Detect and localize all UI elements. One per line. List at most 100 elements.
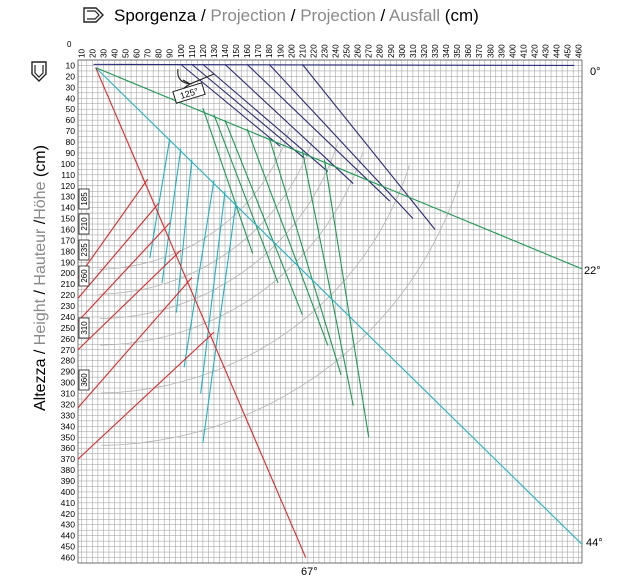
series-44-arm-line (183, 180, 215, 368)
x-tick-label: 120 (199, 44, 208, 58)
height-boxes: 185 210 235 260 310 360 (78, 188, 90, 391)
x-title-sep: / (286, 6, 300, 25)
y-tick-label: 430 (61, 520, 76, 530)
angle-marker: 125° (172, 68, 215, 104)
series-67-arm-line (77, 178, 149, 278)
x-tick-label: 420 (530, 44, 539, 58)
x-tick-label: 380 (486, 44, 495, 58)
x-tick-label: 290 (387, 44, 396, 58)
x-tick-label: 330 (431, 44, 440, 58)
arrow-down-icon (31, 61, 47, 82)
x-tick-label: 300 (398, 44, 407, 58)
y-tick-label: 50 (65, 104, 75, 114)
height-box: 210 (78, 213, 90, 235)
y-tick-label: 270 (61, 345, 76, 355)
series-22-arm-line (213, 114, 279, 284)
height-box: 360 (78, 369, 90, 391)
x-tick-label: 30 (99, 48, 108, 58)
x-tick-label: 320 (420, 44, 429, 58)
y-tick-label: 240 (61, 312, 76, 322)
x-tick-label: 390 (497, 44, 506, 58)
x-tick-label: 230 (320, 44, 329, 58)
x-axis-title: Sporgenza / Projection / Projection / Au… (83, 6, 479, 25)
y-tick-label: 250 (61, 323, 76, 333)
height-arc (98, 128, 291, 270)
height-box: 260 (78, 265, 90, 287)
plot-frame (77, 59, 583, 564)
y-tick-label: 370 (61, 454, 76, 464)
x-tick-label: 100 (177, 44, 186, 58)
y-title-part: Höhe (32, 181, 49, 219)
height-arc (100, 165, 410, 394)
x-tick-label: 140 (221, 44, 230, 58)
series-0-main-line (93, 63, 575, 67)
x-tick-label: 190 (276, 44, 285, 58)
y-tick-label: 210 (61, 279, 76, 289)
height-box-label: 235 (80, 243, 89, 257)
svg-text:Sporgenza / Projection / Proje: Sporgenza / Projection / Projection / Au… (114, 6, 479, 25)
x-tick-label: 410 (519, 44, 528, 58)
x-tick-label: 220 (309, 44, 318, 58)
y-tick-label: 20 (65, 71, 75, 81)
y-tick-label: 190 (61, 257, 76, 267)
series-0-arm-line (224, 63, 354, 184)
x-tick-label: 10 (77, 48, 86, 58)
series-44-arm-line (149, 138, 171, 259)
y-tick-label: 160 (61, 224, 76, 234)
y-tick-label: 410 (61, 498, 76, 508)
x-tick-label: 40 (110, 48, 119, 58)
height-arcs (98, 128, 461, 446)
x-tick-label: 350 (453, 44, 462, 58)
series-67-main-line (95, 67, 307, 558)
y-tick-label: 330 (61, 410, 76, 420)
y-tick-label: 340 (61, 421, 76, 431)
series-0-arm-line (191, 63, 305, 159)
x-title-part: Projection (300, 6, 376, 25)
x-tick-label: 440 (553, 44, 562, 58)
height-box: 185 (78, 188, 90, 210)
series-0-arm-line (180, 63, 281, 147)
x-tick-label: 200 (287, 44, 296, 58)
y-tick-label: 440 (61, 531, 76, 541)
x-title-part: Ausfall (389, 6, 440, 25)
series-44-arm-line (202, 202, 237, 443)
x-tick-label: 240 (332, 44, 341, 58)
y-tick-label: 80 (65, 137, 75, 147)
height-arc (100, 150, 364, 346)
x-tick-label: 150 (232, 44, 241, 58)
series-67-arm-line (77, 331, 215, 460)
series-22-arm-line (224, 119, 303, 315)
x-title-sep: / (376, 6, 389, 25)
series-22-arm-line (323, 159, 370, 438)
angle-label: 22° (584, 265, 601, 277)
y-tick-label: 70 (65, 126, 75, 136)
y-title-unit: (cm) (32, 145, 49, 181)
angle-label: 0° (590, 66, 601, 78)
height-arc (99, 135, 315, 295)
y-tick-label: 300 (61, 378, 76, 388)
y-tick-label: 350 (61, 432, 76, 442)
x-title-part: Sporgenza (114, 6, 197, 25)
height-box-frame (78, 265, 90, 287)
y-tick-label: 260 (61, 334, 76, 344)
y-tick-label: 230 (61, 301, 76, 311)
series-67-arm-line (77, 249, 182, 351)
series-0-arm-line (301, 64, 436, 230)
y-title-sep: / (32, 345, 49, 358)
height-box-frame (78, 213, 90, 235)
series-0-arm-line (202, 63, 329, 172)
y-tick-labels: 1020304050607080901001101201301401501601… (61, 60, 76, 562)
height-box-frame (78, 369, 90, 391)
y-tick-label: 390 (61, 476, 76, 486)
height-box-label: 360 (80, 373, 89, 387)
y-tick-label: 290 (61, 367, 76, 377)
x-title-part: Projection (210, 6, 286, 25)
height-box-label: 260 (80, 269, 89, 283)
y-tick-label: 310 (61, 389, 76, 399)
x-tick-label: 90 (166, 48, 175, 58)
height-box: 310 (78, 317, 90, 339)
y-tick-label: 100 (61, 159, 76, 169)
x-tick-label: 60 (133, 48, 142, 58)
x-tick-label: 160 (243, 44, 252, 58)
series-0-arm-line (246, 63, 391, 202)
